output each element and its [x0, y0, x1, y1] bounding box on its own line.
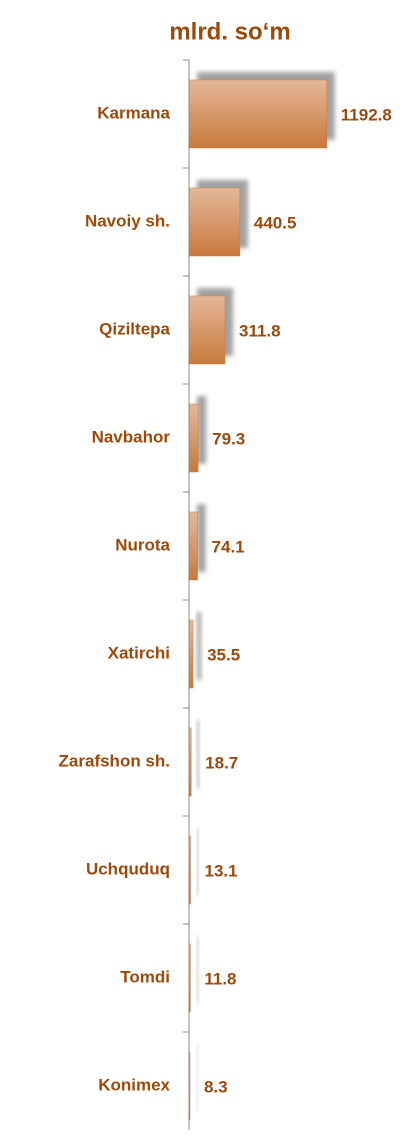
chart-title: mlrd. so‘m	[169, 18, 290, 45]
y-tick-label: Tomdi	[120, 967, 170, 986]
bar	[188, 511, 198, 581]
y-tick-label: Konimex	[98, 1075, 170, 1094]
bar-shadow	[197, 612, 202, 680]
value-label: 79.3	[212, 429, 245, 448]
value-label: 74.1	[212, 537, 245, 556]
y-tick-label: Navbahor	[92, 427, 171, 446]
bar-shadow	[197, 504, 206, 572]
y-tick-label: Karmana	[97, 103, 170, 122]
y-tick-label: Navoiy sh.	[85, 211, 170, 230]
value-label: 35.5	[207, 645, 240, 664]
bar-shadow	[197, 936, 199, 1004]
y-tick-label: Qiziltepa	[99, 319, 170, 338]
value-label: 11.8	[204, 969, 236, 988]
bar-shadow	[197, 720, 200, 788]
value-label: 1192.8	[341, 105, 392, 124]
bar	[188, 619, 194, 689]
bar	[188, 295, 226, 365]
y-tick-label: Zarafshon sh.	[59, 751, 170, 770]
bar-shadow	[197, 396, 207, 464]
value-label: 18.7	[205, 753, 238, 772]
value-label: 311.8	[239, 321, 281, 340]
bar	[188, 403, 199, 473]
bar	[188, 187, 241, 257]
y-tick-label: Nurota	[115, 535, 170, 554]
bar-shadow	[197, 1044, 198, 1112]
bar-shadow	[197, 828, 199, 896]
value-label: 13.1	[205, 861, 238, 880]
bar	[188, 79, 328, 149]
value-label: 440.5	[254, 213, 297, 232]
y-tick-label: Uchquduq	[86, 859, 170, 878]
y-tick-label: Xatirchi	[108, 643, 170, 662]
value-label: 8.3	[204, 1077, 228, 1096]
